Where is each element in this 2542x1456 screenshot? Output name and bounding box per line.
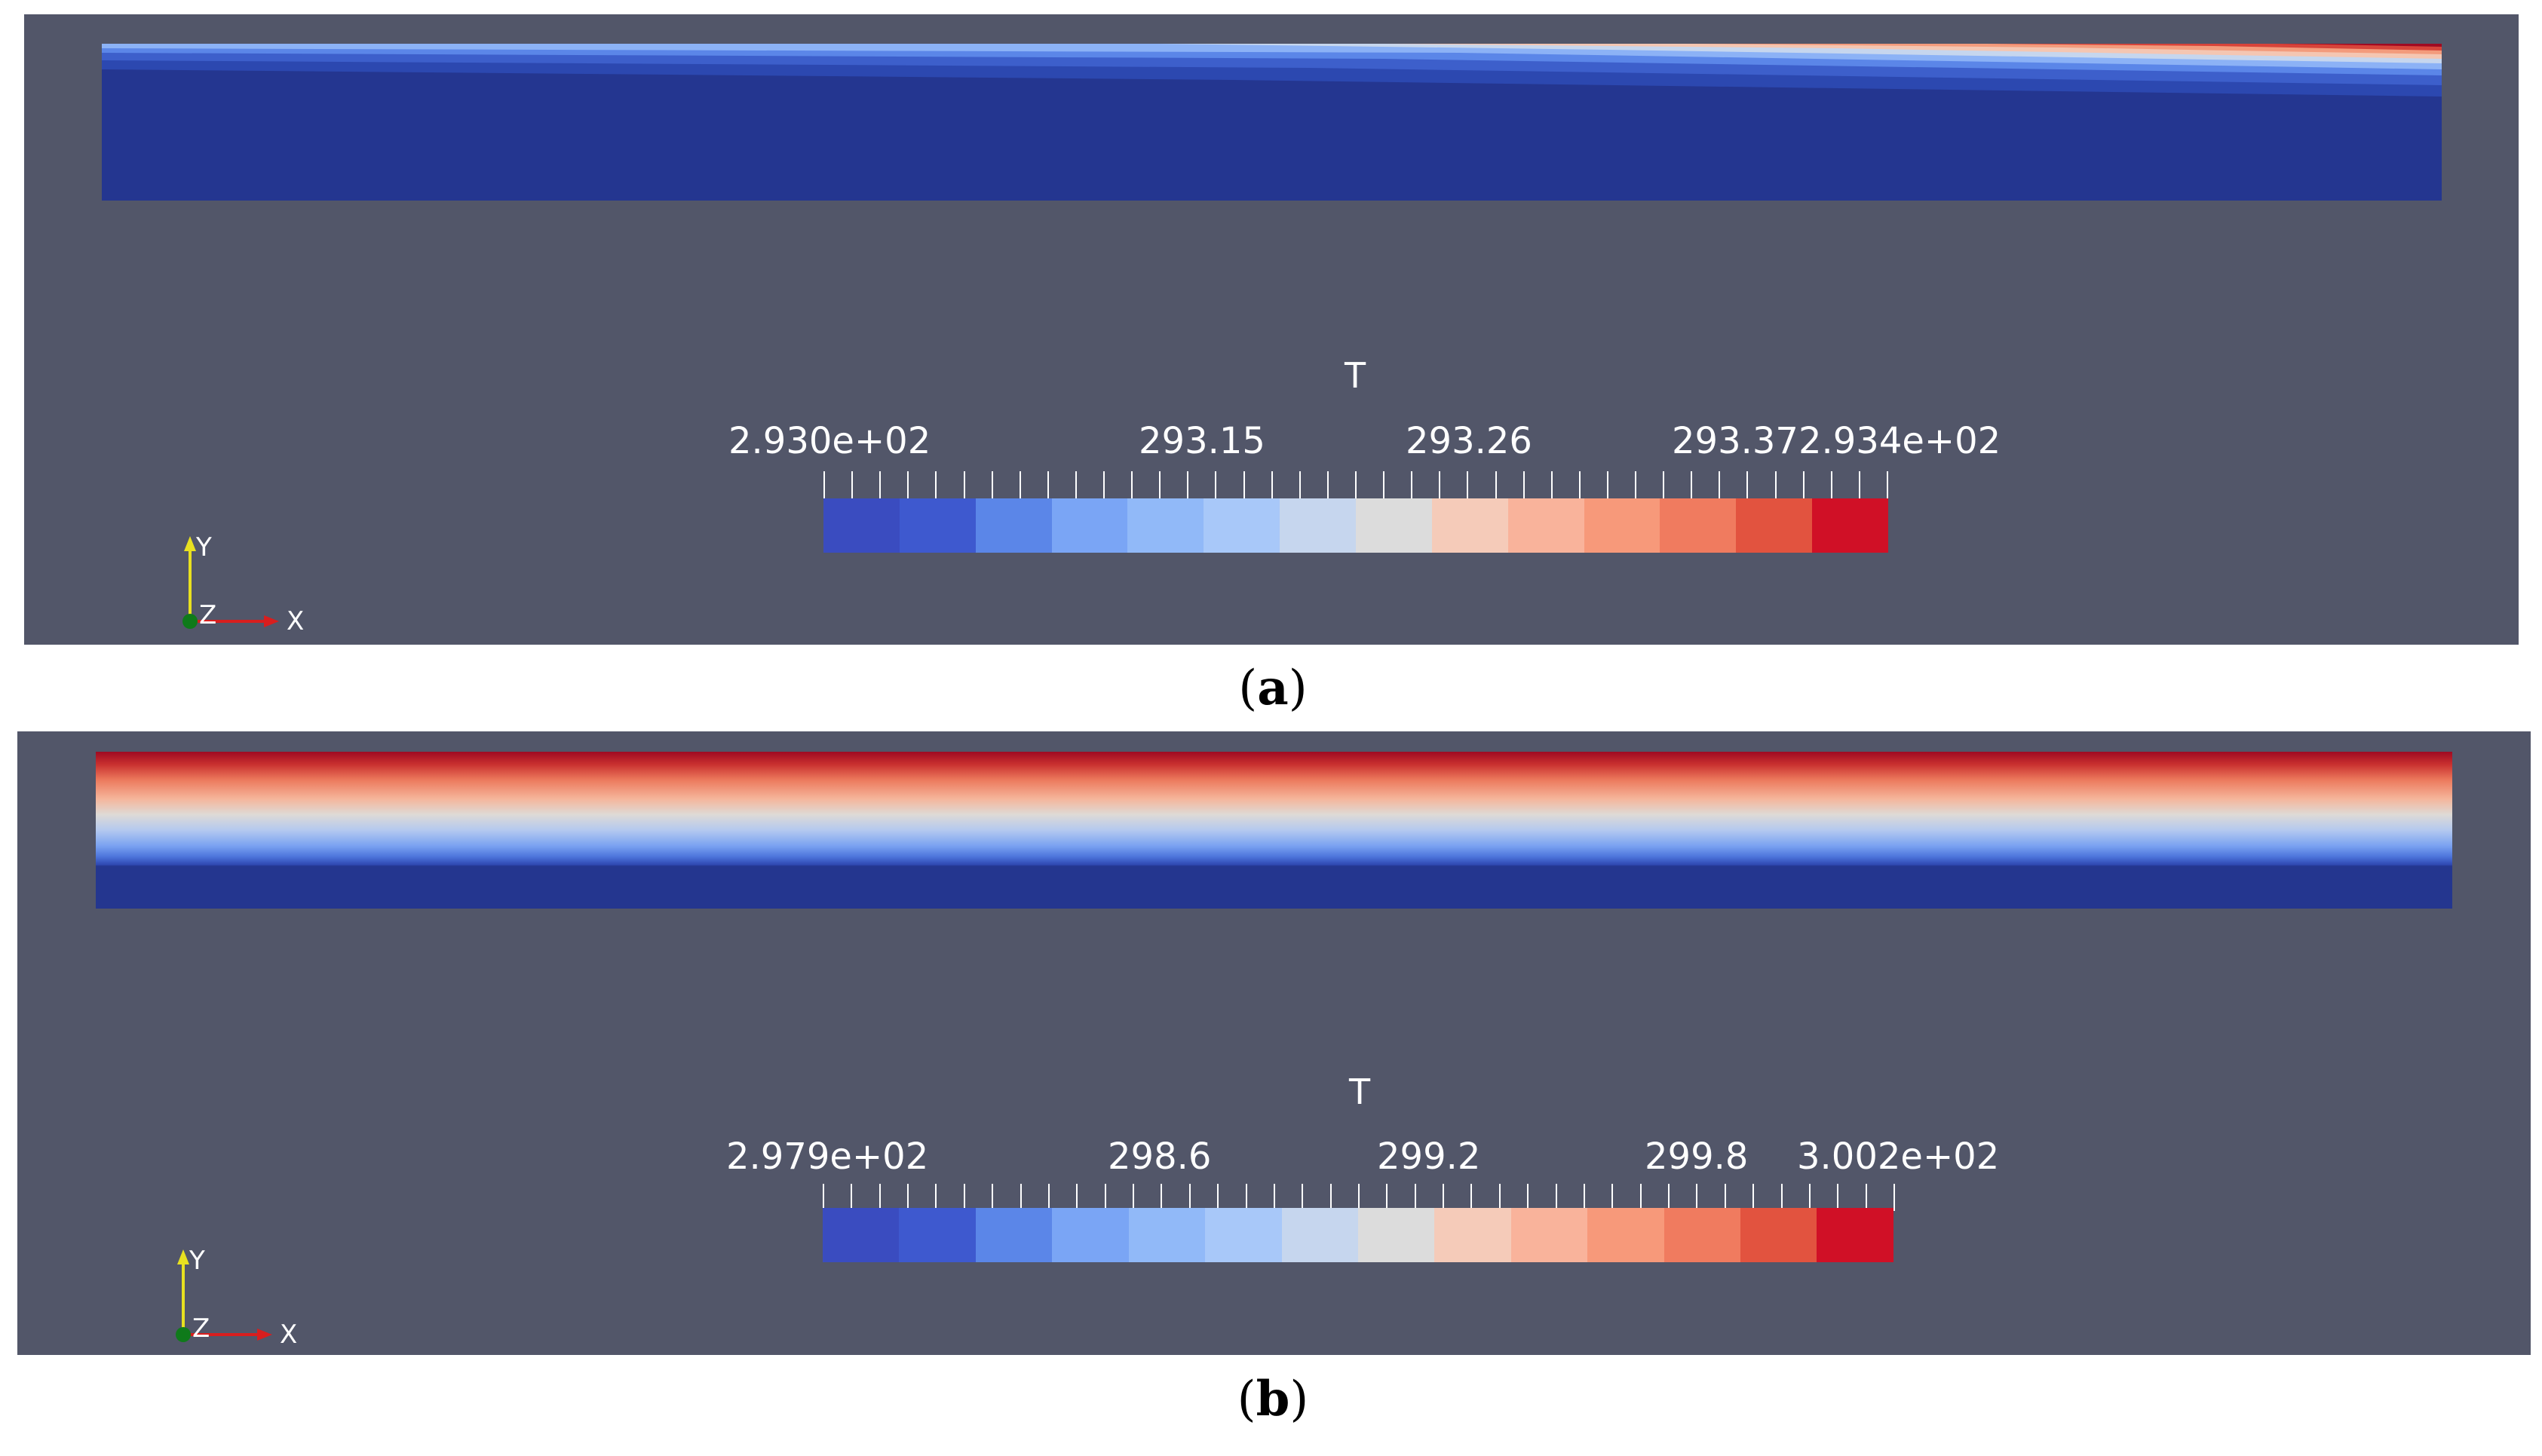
colorbar-swatch (1281, 1208, 1358, 1262)
axes-triad-icon-a (182, 536, 279, 629)
axis-x-label-a: X (287, 606, 305, 636)
colorbar-swatch (1127, 498, 1204, 553)
colorbar-swatch (1128, 1208, 1206, 1262)
orientation-axes-a: Y Z X (175, 520, 318, 640)
colorbar-swatch (823, 498, 900, 553)
colorbar-swatch (1204, 498, 1280, 553)
colorbar-swatch (1052, 1208, 1129, 1262)
colorbar-label-1-a: 293.15 (1139, 420, 1265, 462)
axis-z-label-b: Z (192, 1313, 210, 1344)
temperature-contour-a (102, 44, 2442, 201)
colorbar-b (823, 1208, 1893, 1262)
colorbar-swatch (823, 1208, 900, 1262)
axis-x-label-b: X (280, 1320, 298, 1350)
colorbar-label-3-b: 299.8 (1645, 1136, 1749, 1178)
colorbar-swatch (975, 498, 1052, 553)
colorbar-swatch (1280, 498, 1357, 553)
colorbar-swatch (1587, 1208, 1664, 1262)
colorbar-title-b: T (1348, 1071, 1371, 1112)
colorbar-swatch (1510, 1208, 1588, 1262)
axis-y-label-b: Y (189, 1246, 205, 1276)
colorbar-swatch (1663, 1208, 1741, 1262)
colorbar-swatch (1584, 498, 1660, 553)
colorbar-swatch (975, 1208, 1053, 1262)
colorbar-label-max-a: 293.372.934e+02 (1672, 420, 2001, 462)
colorbar-swatch (1812, 498, 1889, 553)
colorbar-swatch (1736, 498, 1813, 553)
render-view-a[interactable]: T 2.930e+02 293.15 293.26 293.372.934e+0… (24, 14, 2519, 645)
colorbar-swatch (1817, 1208, 1893, 1262)
temperature-field-a (102, 44, 2442, 201)
colorbar-swatch (1205, 1208, 1282, 1262)
colorbar-swatch (899, 1208, 976, 1262)
colorbar-swatch (1051, 498, 1128, 553)
axes-triad-icon-b (176, 1249, 272, 1342)
caption-b: (b) (1237, 1371, 1309, 1427)
colorbar-label-1-b: 298.6 (1108, 1136, 1212, 1178)
colorbar-swatch (1431, 498, 1508, 553)
colorbar-label-max-b: 3.002e+02 (1797, 1136, 2000, 1178)
colorbar-ticks-a (823, 471, 1894, 532)
caption-a: (a) (1238, 660, 1308, 716)
colorbar-label-2-a: 293.26 (1406, 420, 1532, 462)
colorbar-ticks-b (823, 1184, 1901, 1244)
colorbar-swatch (1507, 498, 1584, 553)
temperature-field-b (96, 752, 2452, 909)
colorbar-swatch (1357, 1208, 1435, 1262)
colorbar-swatch (899, 498, 976, 553)
colorbar-swatch (1356, 498, 1432, 553)
colorbar-swatch (1660, 498, 1737, 553)
colorbar-label-min-a: 2.930e+02 (728, 420, 931, 462)
colorbar-swatch (1740, 1208, 1817, 1262)
axis-z-label-a: Z (199, 600, 217, 630)
orientation-axes-b: Y Z X (168, 1233, 311, 1353)
axis-y-label-a: Y (196, 532, 212, 562)
colorbar-label-2-b: 299.2 (1377, 1136, 1481, 1178)
colorbar-title-a: T (1344, 355, 1366, 396)
colorbar-swatch (1434, 1208, 1511, 1262)
colorbar-label-min-b: 2.979e+02 (726, 1136, 929, 1178)
temperature-contour-b (96, 752, 2452, 909)
colorbar-a (823, 498, 1889, 553)
render-view-b[interactable]: T 2.979e+02 298.6 299.2 299.8 3.002e+02 … (17, 731, 2531, 1355)
